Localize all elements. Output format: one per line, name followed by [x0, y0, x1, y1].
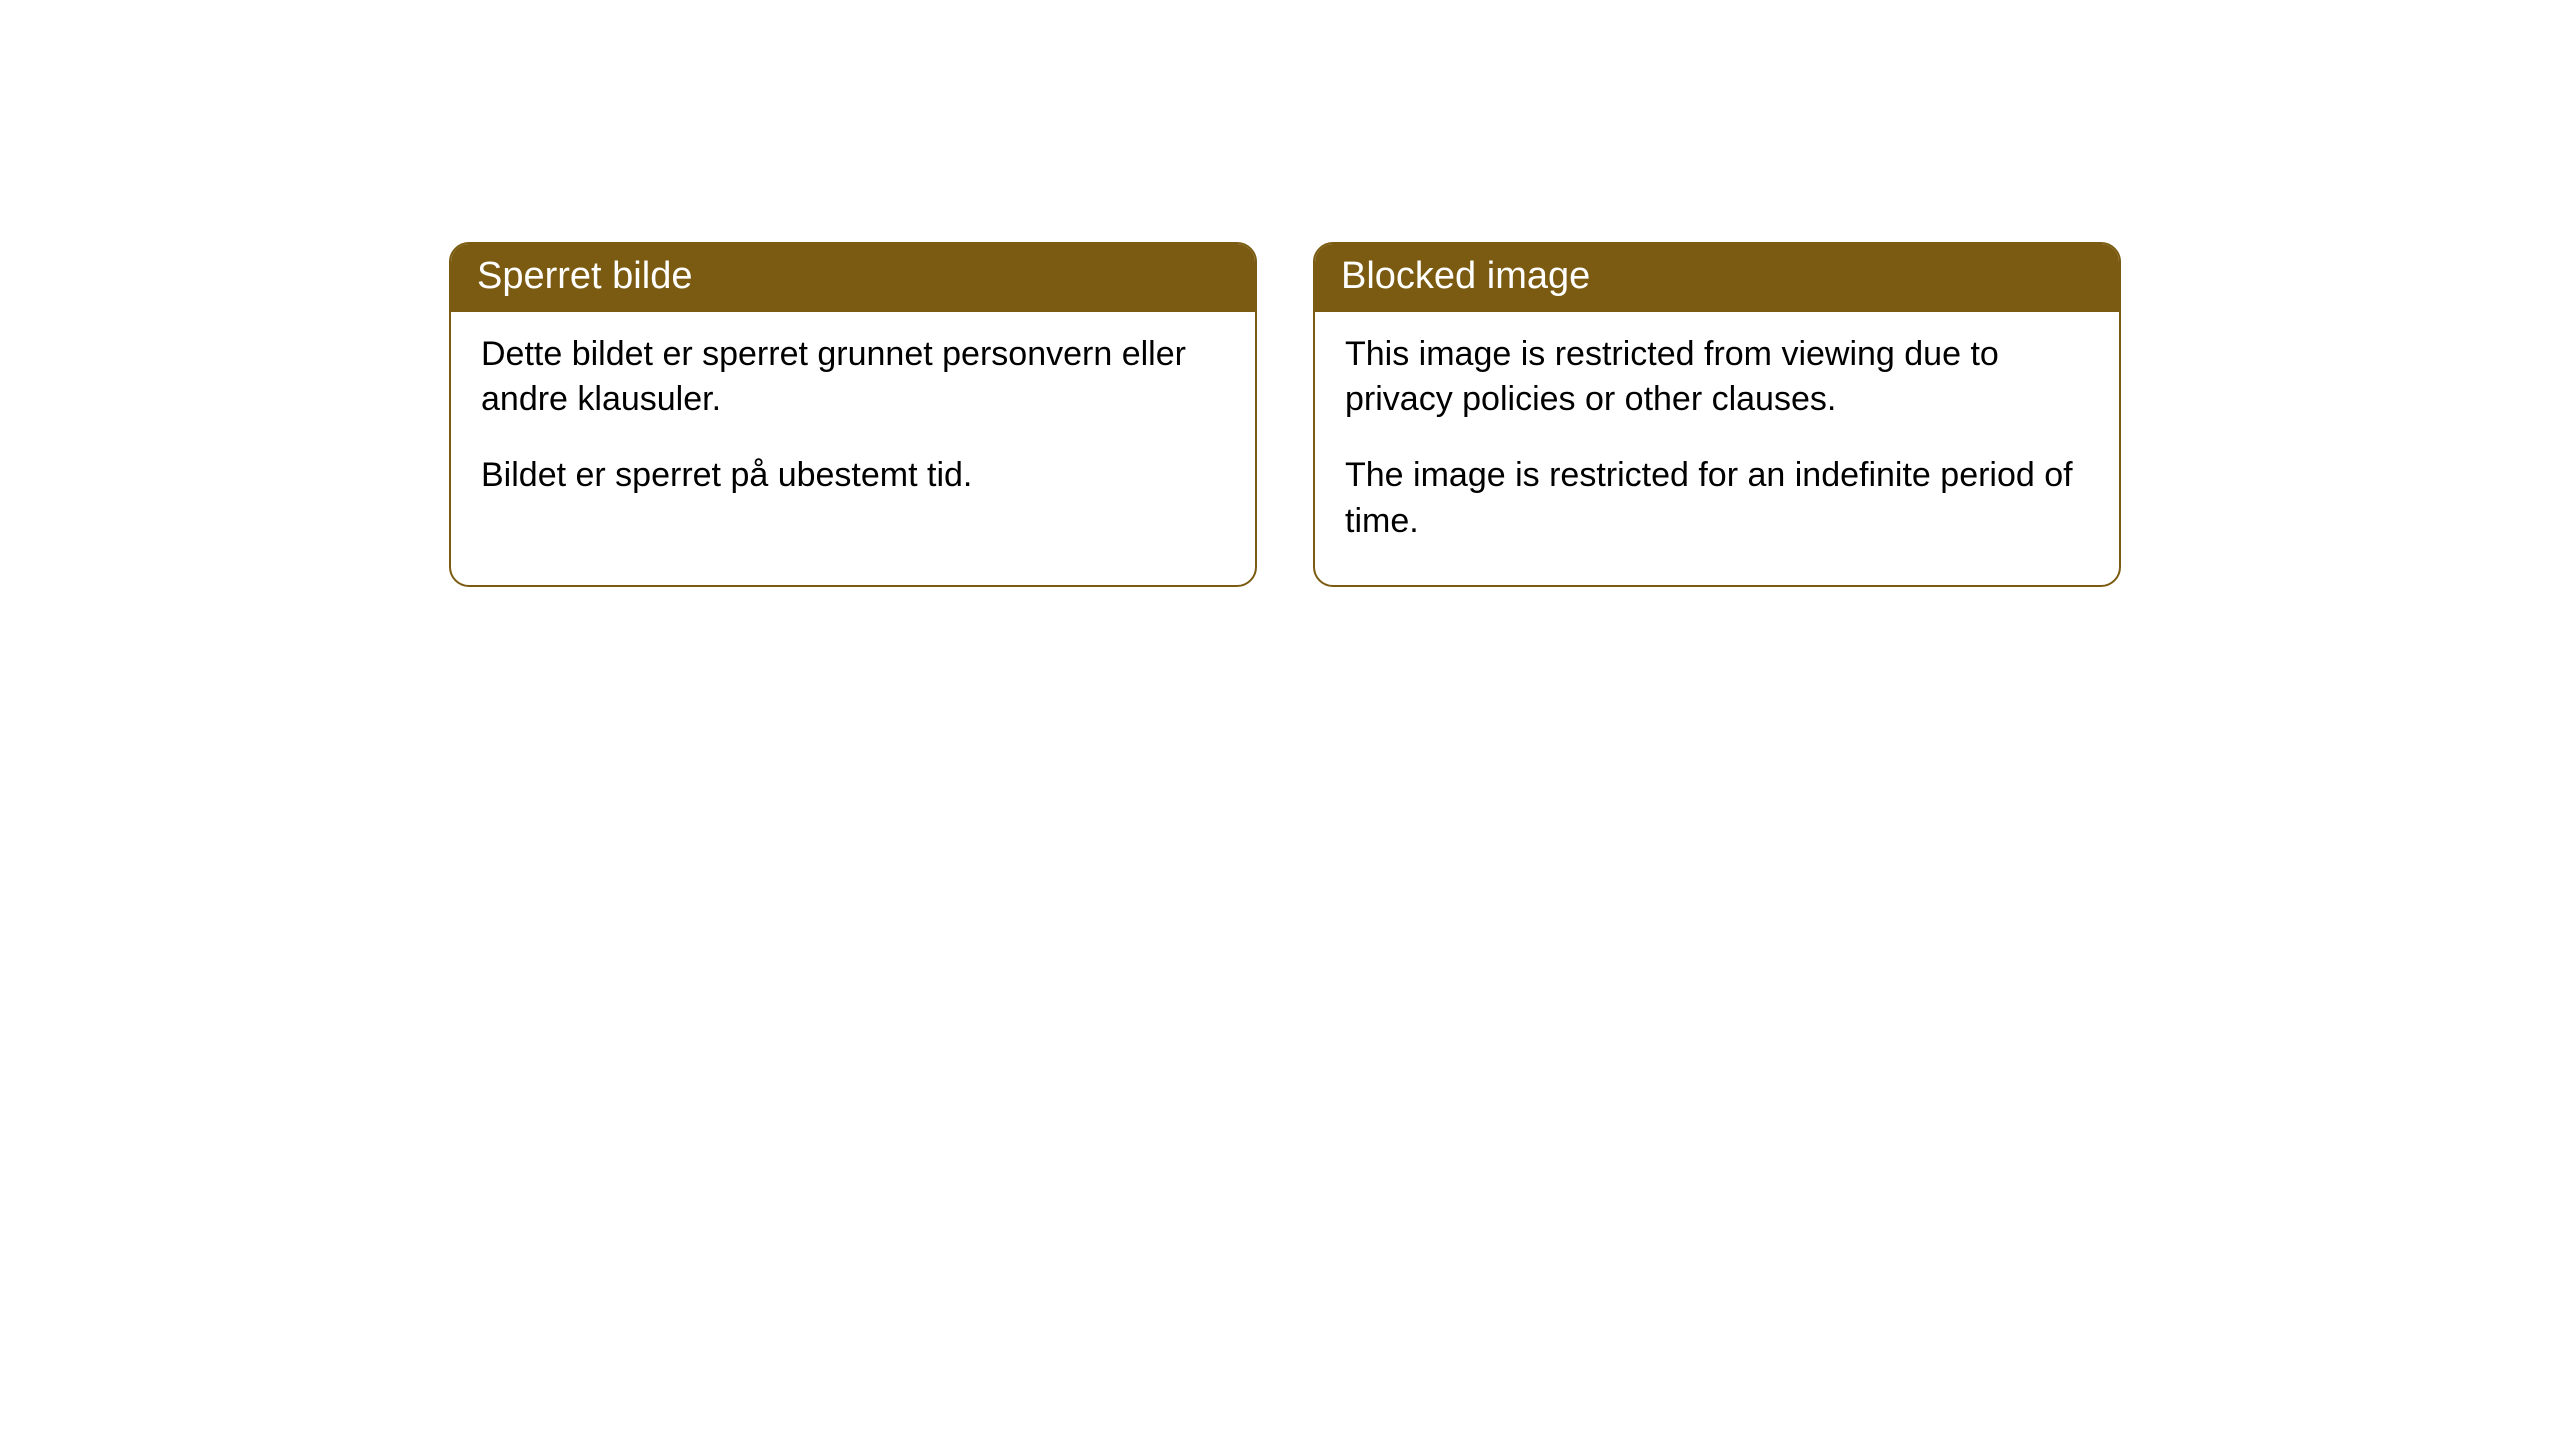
notice-card-english: Blocked image This image is restricted f…: [1313, 242, 2121, 587]
card-text: Dette bildet er sperret grunnet personve…: [481, 332, 1225, 424]
card-text: Bildet er sperret på ubestemt tid.: [481, 453, 1225, 499]
card-header: Blocked image: [1315, 244, 2119, 312]
card-text: This image is restricted from viewing du…: [1345, 332, 2089, 424]
card-body: This image is restricted from viewing du…: [1315, 312, 2119, 586]
card-header: Sperret bilde: [451, 244, 1255, 312]
notice-card-norwegian: Sperret bilde Dette bildet er sperret gr…: [449, 242, 1257, 587]
card-text: The image is restricted for an indefinit…: [1345, 453, 2089, 545]
card-body: Dette bildet er sperret grunnet personve…: [451, 312, 1255, 540]
notice-container: Sperret bilde Dette bildet er sperret gr…: [0, 0, 2560, 587]
